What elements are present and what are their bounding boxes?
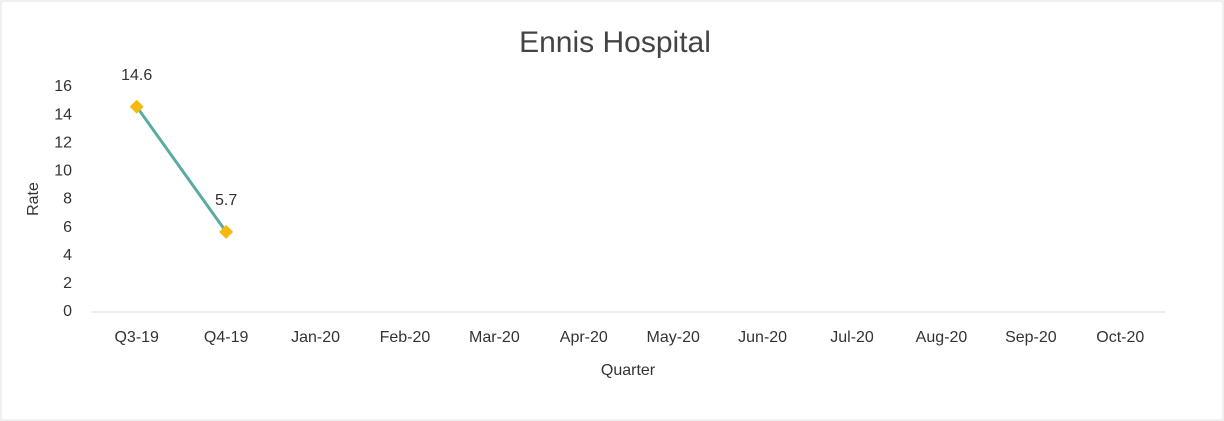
line	[135, 105, 228, 233]
x-tick-label: Aug-20	[916, 329, 968, 346]
y-tick-label: 4	[63, 247, 72, 264]
x-tick-label: Jan-20	[291, 329, 340, 346]
x-tick-label: Apr-20	[560, 329, 608, 346]
marker	[129, 99, 144, 114]
y-tick-label: 10	[54, 163, 72, 180]
data-label: 5.7	[215, 192, 237, 209]
y-tick-label: 0	[63, 303, 72, 320]
y-tick-label: 2	[63, 275, 72, 292]
y-tick-label: 12	[54, 134, 72, 151]
y-tick-label: 6	[63, 219, 72, 236]
x-tick-label: Q4-19	[204, 329, 249, 346]
x-tick-label: Jul-20	[830, 329, 874, 346]
x-tick-label: Oct-20	[1096, 329, 1144, 346]
x-tick-label: Feb-20	[380, 329, 431, 346]
y-axis-label: Rate	[25, 182, 42, 216]
y-tick-label: 8	[63, 191, 72, 208]
x-tick-label: Jun-20	[738, 329, 787, 346]
x-axis-label: Quarter	[601, 362, 656, 379]
y-tick-label: 16	[54, 78, 72, 95]
x-tick-label: Sep-20	[1005, 329, 1057, 346]
y-tick-label: 14	[54, 106, 72, 123]
chart-title: Ennis Hospital	[519, 26, 711, 59]
data-label: 14.6	[121, 67, 152, 84]
x-tick-label: Q3-19	[114, 329, 159, 346]
x-tick-label: May-20	[647, 329, 700, 346]
x-tick-label: Mar-20	[469, 329, 520, 346]
marker	[219, 224, 234, 239]
